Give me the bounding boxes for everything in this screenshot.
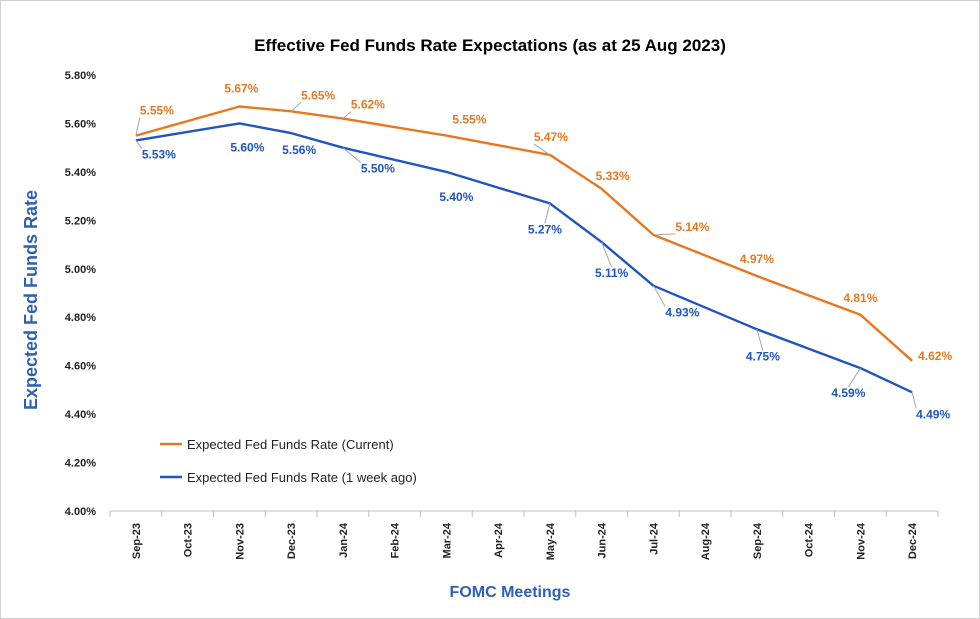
data-label: 5.55% [140, 104, 174, 118]
data-label-leader [653, 233, 676, 236]
x-tick-label: Nov-24 [855, 522, 867, 560]
data-label: 5.53% [142, 147, 176, 161]
data-label-leader [290, 101, 302, 112]
y-tick-label: 4.20% [65, 458, 96, 470]
y-tick-label: 4.60% [65, 361, 96, 373]
legend-label: Expected Fed Funds Rate (1 week ago) [187, 470, 417, 485]
data-label: 4.59% [831, 386, 865, 400]
data-label: 5.11% [595, 266, 629, 280]
data-label: 5.60% [230, 140, 264, 154]
chart-title: Effective Fed Funds Rate Expectations (a… [254, 36, 726, 55]
series-current: 5.55% 5.67% 5.65% 5.62% 5.55% 5.47% 5.33% 5.14%… [135, 81, 952, 363]
y-tick-label: 5.40% [65, 167, 96, 179]
data-label-leader [342, 111, 352, 119]
x-tick-label: May-24 [545, 522, 557, 560]
x-tick-label: Aug-24 [700, 522, 712, 560]
y-tick-label: 4.00% [65, 506, 96, 518]
data-label: 4.93% [665, 306, 699, 320]
data-label: 5.56% [282, 143, 316, 157]
data-label-leader [652, 285, 666, 307]
x-tick-label: Dec-23 [286, 523, 298, 559]
legend-item: Expected Fed Funds Rate (1 week ago) [160, 470, 417, 485]
data-label: 5.27% [528, 222, 562, 236]
x-tick-label: Sep-24 [752, 522, 764, 559]
x-tick-label: Oct-24 [804, 522, 816, 557]
data-label: 4.97% [740, 252, 774, 266]
x-tick-label: Mar-24 [441, 522, 453, 558]
x-axis-title: FOMC Meetings [450, 584, 571, 601]
x-tick-label: Jun-24 [597, 522, 609, 558]
x-tick-label: Oct-23 [183, 523, 195, 557]
data-label-leader [911, 392, 917, 409]
x-tick-label: Dec-24 [907, 522, 919, 559]
x-tick-label: Sep-23 [131, 523, 143, 559]
data-label: 4.49% [916, 407, 950, 421]
data-label-leader [601, 241, 613, 268]
x-axis-ticks: Sep-23 Oct-23 Nov-23 Dec-23 Jan-24 Feb-24 Mar-… [109, 511, 939, 560]
legend-item: Expected Fed Funds Rate (Current) [160, 437, 394, 452]
y-tick-label: 4.80% [65, 312, 96, 324]
data-label: 5.62% [351, 98, 385, 112]
y-tick-label: 4.40% [65, 409, 96, 421]
data-label: 5.47% [534, 130, 568, 144]
data-label: 5.50% [361, 162, 395, 176]
data-label: 5.14% [675, 220, 709, 234]
y-tick-label: 5.60% [65, 118, 96, 130]
data-label: 5.55% [452, 113, 486, 127]
data-label: 4.62% [918, 349, 952, 363]
data-label: 5.67% [224, 81, 258, 95]
y-axis-ticks: 4.00% 4.20% 4.40% 4.60% 4.80% 5.00% 5.20% 5.40%… [65, 70, 96, 518]
x-tick-label: Jul-24 [648, 522, 660, 555]
x-tick-label: Feb-24 [390, 522, 402, 558]
series-line [135, 122, 913, 394]
x-tick-label: Jan-24 [338, 522, 350, 558]
data-label: 5.65% [301, 88, 335, 102]
legend: Expected Fed Funds Rate (Current) Expecte… [160, 437, 417, 485]
series-1-week-ago: 5.53% 5.60% 5.56% 5.50% 5.40% 5.27% 5.11% 4.93%… [135, 122, 950, 421]
data-label: 5.33% [596, 169, 630, 183]
data-label-leader [756, 329, 764, 351]
y-axis-title: Expected Fed Funds Rate [21, 190, 41, 410]
legend-label: Expected Fed Funds Rate (Current) [187, 437, 394, 452]
y-tick-label: 5.20% [65, 215, 96, 227]
series-layer: 5.55% 5.67% 5.65% 5.62% 5.55% 5.47% 5.33% 5.14%… [135, 81, 952, 421]
data-label-leader [533, 143, 551, 156]
data-label: 4.75% [746, 349, 780, 363]
y-tick-label: 5.00% [65, 264, 96, 276]
data-label-leader [135, 140, 143, 149]
series-line [135, 105, 913, 362]
data-label-leader [135, 117, 141, 136]
data-label: 4.81% [843, 291, 877, 305]
data-label-leader [544, 203, 551, 224]
data-label-leader [342, 147, 362, 164]
data-label-leader [847, 367, 861, 388]
x-tick-label: Nov-23 [234, 523, 246, 560]
y-tick-label: 5.80% [65, 70, 96, 82]
x-tick-label: Apr-24 [493, 522, 505, 558]
data-label: 5.40% [439, 190, 473, 204]
